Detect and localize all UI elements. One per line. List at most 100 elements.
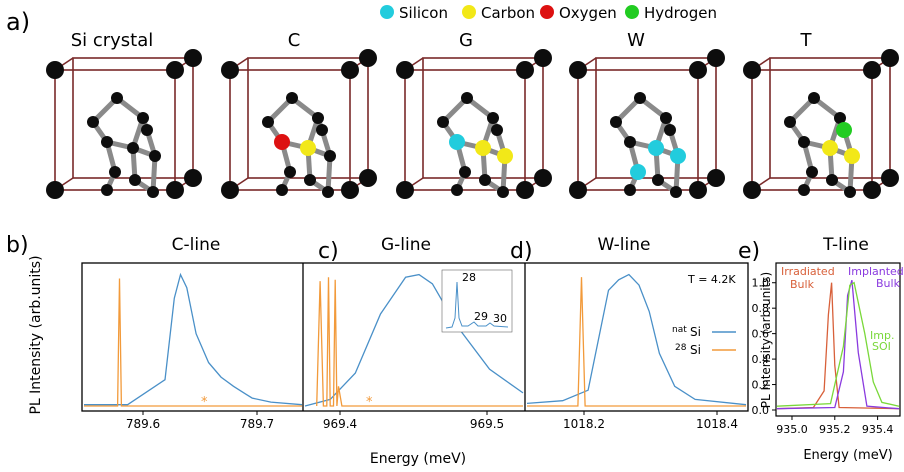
atom	[341, 181, 359, 199]
series-natsi	[84, 272, 303, 406]
crystal-title-t: T	[800, 30, 813, 51]
atom	[184, 49, 202, 67]
atom	[743, 181, 761, 199]
atom	[359, 169, 377, 187]
atom	[262, 116, 274, 128]
crystal-titles: Si crystal C G W T	[71, 30, 813, 51]
atom	[634, 92, 646, 104]
tick-c-0: 789.6	[126, 417, 160, 431]
atom	[324, 150, 336, 162]
e-ytick-label: 0.8	[752, 302, 770, 315]
atom	[707, 49, 725, 67]
crystal-title-g: G	[459, 30, 473, 51]
atom	[101, 136, 113, 148]
panel-label-d: d)	[510, 239, 533, 264]
atom	[322, 186, 334, 198]
atom	[784, 116, 796, 128]
legend-silicon: Silicon	[380, 4, 448, 22]
impurity-atom	[648, 140, 664, 156]
cube-front	[404, 69, 526, 191]
legend-imp-soi-2: SOI	[872, 340, 891, 353]
asterisk-g: *	[366, 395, 373, 410]
atom	[141, 124, 153, 136]
e-xtick-label: 935.2	[819, 423, 851, 436]
atom	[808, 92, 820, 104]
e-ytick-label: 0.4	[752, 353, 770, 366]
legend-implanted-2: Bulk	[876, 277, 901, 290]
cube-front	[54, 69, 176, 191]
atom	[459, 166, 471, 178]
panel-label-e: e)	[738, 239, 760, 264]
bond	[150, 153, 158, 195]
crystal-title-si: Si crystal	[71, 30, 154, 51]
atom	[149, 150, 161, 162]
atom-legend: Silicon Carbon Oxygen Hydrogen	[380, 4, 717, 22]
tick-labels-bcd: 789.6 789.7 969.4 969.5 1018.2 1018.4	[126, 417, 738, 431]
spectra-frame	[81, 262, 749, 412]
series-28si	[527, 277, 746, 407]
g-inset-labels: 28 29 30	[462, 271, 507, 325]
title-w-line: W-line	[598, 235, 651, 255]
atom	[312, 112, 324, 124]
legend-hydrogen-label: Hydrogen	[644, 4, 717, 22]
atom	[341, 61, 359, 79]
spectra-titles: C-line G-line W-line T-line	[172, 235, 869, 255]
atom	[461, 92, 473, 104]
impurity-atom	[836, 122, 852, 138]
legend-e: Irradiated Bulk Implanted Bulk Imp. SOI	[781, 265, 904, 353]
atom	[863, 181, 881, 199]
atom	[284, 166, 296, 178]
atom	[798, 184, 810, 196]
tick-w-1: 1018.4	[696, 417, 738, 431]
atom	[569, 181, 587, 199]
impurity-atom	[630, 164, 646, 180]
e-ytick-label: 1.0	[752, 277, 770, 290]
atom	[46, 181, 64, 199]
crystal-title-c: C	[288, 30, 301, 51]
silicon-swatch	[380, 5, 394, 19]
panel-label-a: a)	[6, 8, 30, 36]
atom	[101, 184, 113, 196]
series-natsi	[304, 273, 524, 407]
tick-g-0: 969.4	[323, 417, 357, 431]
cube-front	[229, 69, 351, 191]
inset-label-29: 29	[474, 310, 488, 323]
crystal-title-w: W	[627, 30, 645, 51]
atom	[660, 112, 672, 124]
atom	[516, 181, 534, 199]
atom	[316, 124, 328, 136]
legend-28-sup: 28	[675, 343, 687, 353]
atom	[359, 49, 377, 67]
legend-irradiated-2: Bulk	[790, 278, 815, 291]
legend-implanted-1: Implanted	[848, 265, 904, 278]
bond	[325, 153, 333, 195]
carbon-swatch	[462, 5, 476, 19]
e-yticks: 0.0 0.2 0.4 0.6 0.8 1.0	[752, 277, 776, 417]
atom	[109, 166, 121, 178]
tick-w-0: 1018.2	[563, 417, 605, 431]
atom	[516, 61, 534, 79]
atom	[624, 184, 636, 196]
atom	[624, 136, 636, 148]
atom	[129, 174, 141, 186]
series-natsi	[526, 273, 747, 406]
temperature-annotation: T = 4.2K	[687, 273, 736, 286]
atom	[881, 169, 899, 187]
crystal-model-2	[396, 49, 552, 199]
crystal-model-4	[743, 49, 899, 199]
impurity-atom	[844, 148, 860, 164]
atom	[147, 186, 159, 198]
plot-g-line	[304, 273, 524, 407]
crystal-models	[46, 49, 899, 199]
legend-nat-si: Si	[690, 325, 701, 339]
atom	[127, 142, 139, 154]
panel-label-b: b)	[6, 233, 29, 258]
oxygen-swatch	[540, 5, 554, 19]
atom	[286, 92, 298, 104]
e-y-axis-label: PL Intensity (arb.units)	[759, 272, 773, 408]
tick-c-1: 789.7	[240, 417, 274, 431]
e-ytick-label: 0.2	[752, 379, 770, 392]
e-frame	[775, 262, 901, 417]
legend-carbon-label: Carbon	[481, 4, 535, 22]
atom	[534, 169, 552, 187]
